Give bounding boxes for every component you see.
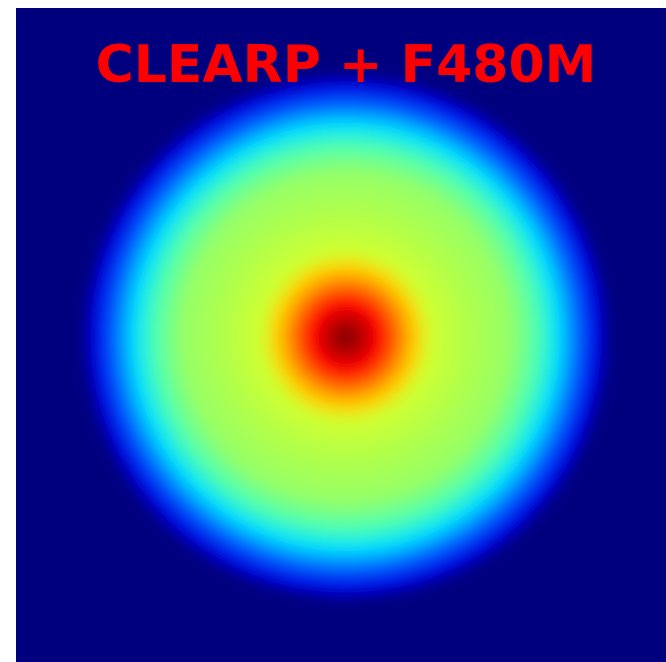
image-title: CLEARP + F480M xyxy=(96,35,597,95)
psf-intensity xyxy=(81,72,611,602)
